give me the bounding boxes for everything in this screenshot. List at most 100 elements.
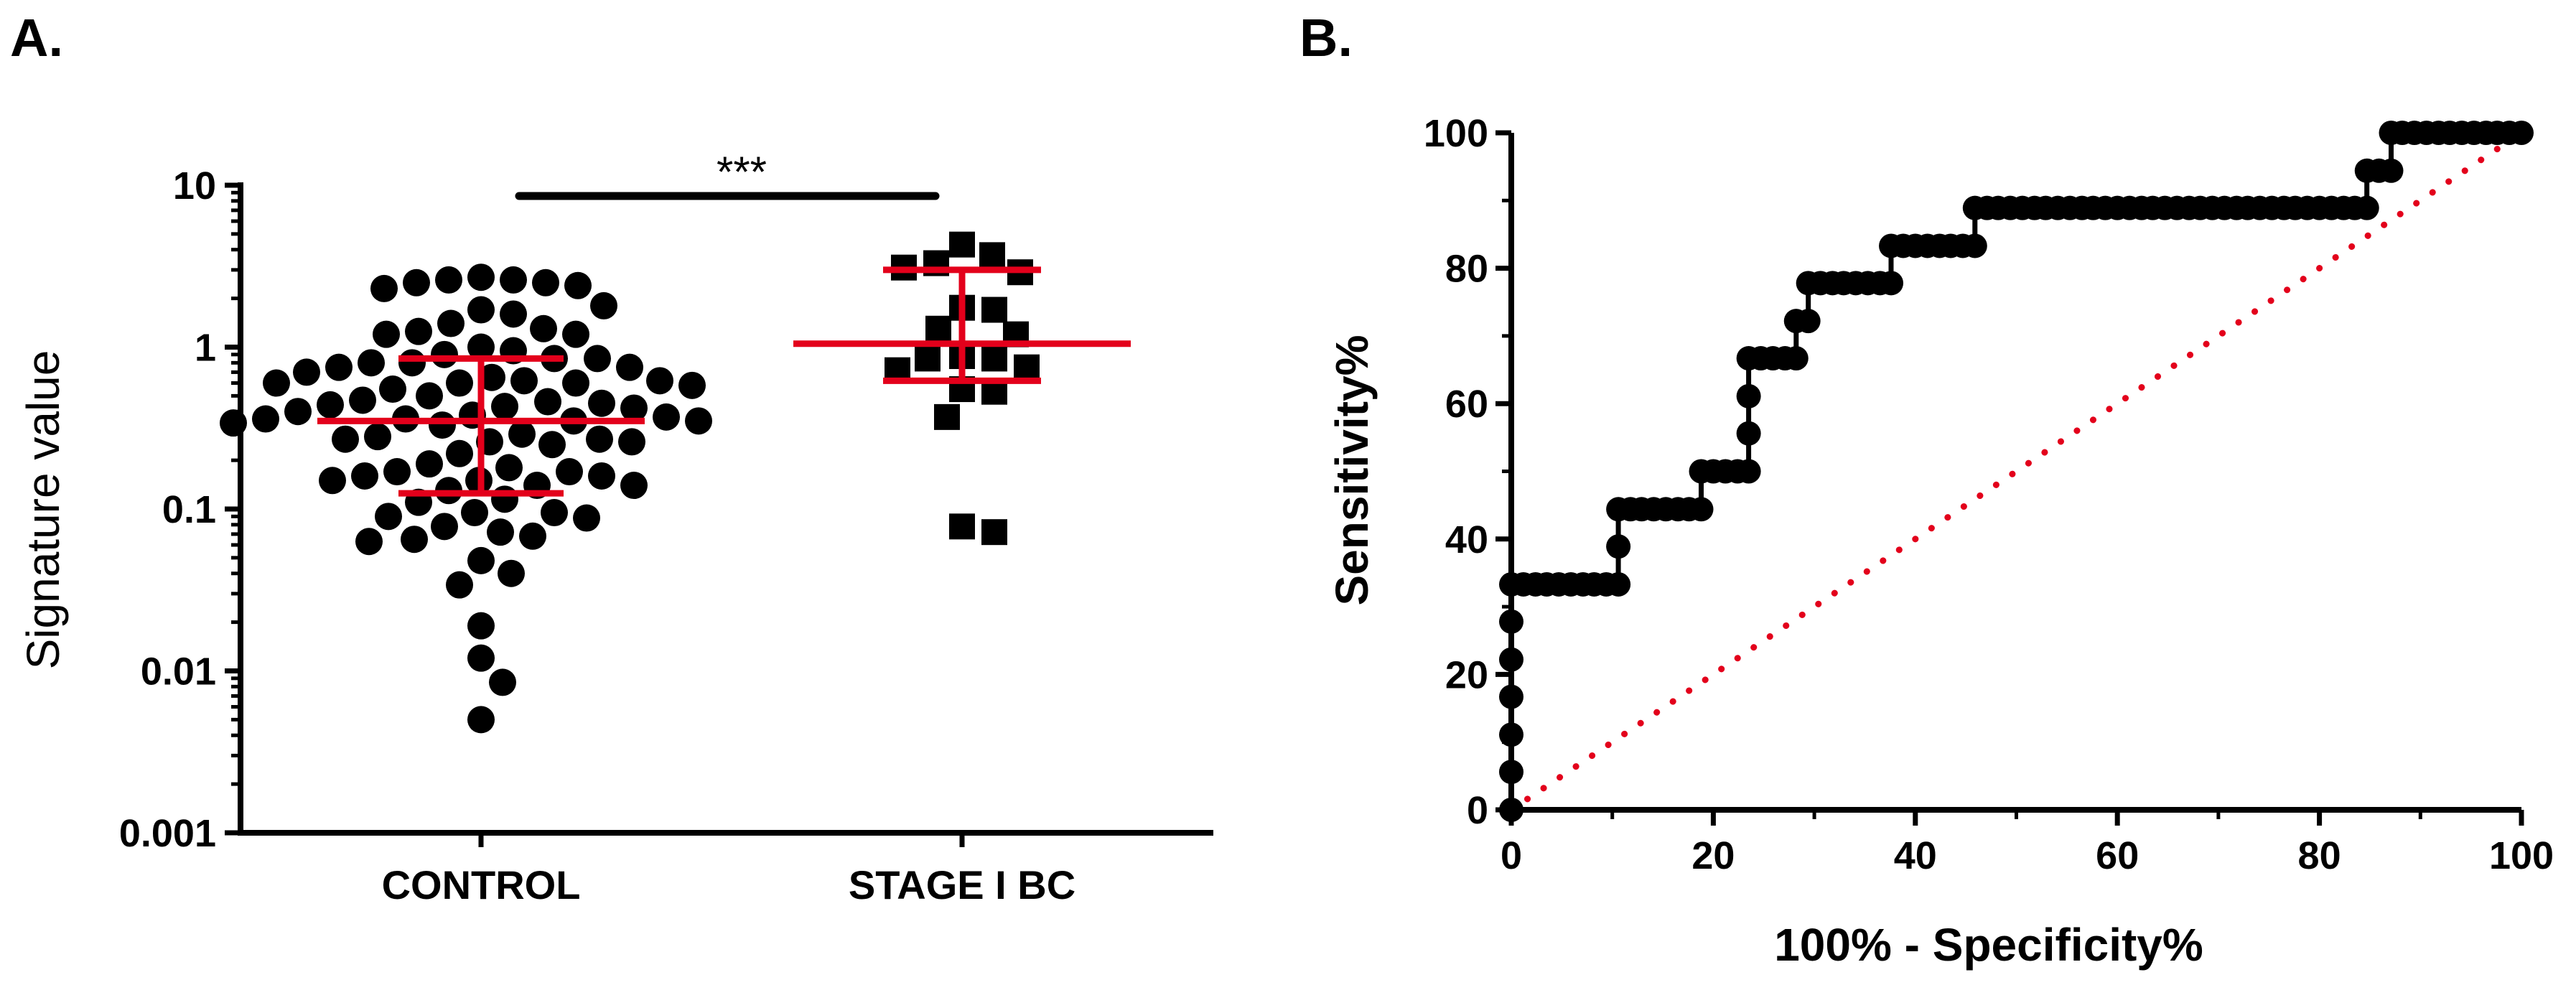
panel-a-y-axis-title: Signature value xyxy=(17,350,69,670)
y-tick-label: 0.01 xyxy=(141,650,216,694)
x-tick-label: 0 xyxy=(1501,834,1522,877)
roc-point xyxy=(1689,497,1714,522)
roc-point xyxy=(1499,798,1523,822)
control-point xyxy=(431,513,458,541)
panel-b-roc-curve xyxy=(1499,121,2534,822)
x-tick-label: 60 xyxy=(2096,834,2139,877)
roc-point xyxy=(1796,309,1821,334)
control-point xyxy=(491,393,518,421)
control-point xyxy=(495,454,523,482)
roc-point xyxy=(1499,722,1523,747)
reference-dotted-line xyxy=(1508,129,2525,813)
control-point xyxy=(500,266,527,294)
control-point xyxy=(510,367,538,395)
control-point xyxy=(478,363,505,391)
control-point xyxy=(220,409,247,437)
roc-point xyxy=(1499,647,1523,672)
control-point xyxy=(364,423,391,451)
control-point xyxy=(491,485,518,513)
roc-point xyxy=(1736,421,1761,446)
control-point xyxy=(284,398,312,426)
control-point xyxy=(446,439,473,467)
control-point xyxy=(293,358,320,386)
control-point xyxy=(379,375,406,403)
control-point xyxy=(556,458,583,486)
control-point xyxy=(467,296,495,324)
x-tick-label: 80 xyxy=(2298,834,2341,877)
control-point xyxy=(590,291,617,319)
control-point xyxy=(401,526,428,554)
control-point xyxy=(588,389,615,417)
roc-point xyxy=(1736,383,1761,409)
y-tick-label: 0 xyxy=(1467,789,1488,832)
control-point xyxy=(530,314,557,342)
control-point xyxy=(616,353,643,381)
control-point xyxy=(431,340,458,368)
control-point xyxy=(437,309,465,337)
panel-b-x-axis-title: 100% - Specificity% xyxy=(1774,919,2203,971)
control-point xyxy=(467,263,495,291)
control-point xyxy=(588,462,615,490)
panel-a-y-tick-labels: 10 1 0.1 0.01 0.001 xyxy=(119,164,216,855)
y-tick-label: 100 xyxy=(1424,112,1488,155)
y-tick-label: 10 xyxy=(173,164,216,207)
control-point xyxy=(325,353,353,381)
panel-a-significance: *** xyxy=(515,148,940,200)
control-point xyxy=(355,528,383,556)
panel-b: B. Sensitivity% 100% - Specificity% 0 20 4… xyxy=(1299,8,2554,971)
stage-i-bc-point xyxy=(949,231,975,258)
x-tick-label: 20 xyxy=(1691,834,1735,877)
control-point xyxy=(573,504,600,532)
stage-i-bc-point xyxy=(1014,354,1040,381)
control-point xyxy=(541,499,568,527)
panel-a-data-points xyxy=(220,231,1040,734)
control-point xyxy=(467,644,495,672)
control-point xyxy=(383,458,411,486)
control-point xyxy=(653,403,680,431)
y-tick-label: 20 xyxy=(1445,653,1488,696)
control-point xyxy=(375,503,402,531)
control-point xyxy=(263,369,290,397)
control-point xyxy=(319,467,346,495)
y-tick-label: 0.001 xyxy=(119,812,216,855)
x-category-label: CONTROL xyxy=(382,862,581,907)
stage-i-bc-point xyxy=(934,403,960,430)
y-tick-label: 1 xyxy=(195,327,216,370)
control-point xyxy=(370,274,398,302)
y-tick-label: 60 xyxy=(1445,383,1488,426)
control-point xyxy=(467,612,495,640)
panel-a: A. Signature value 10 1 0.1 0.01 0.001 *** C… xyxy=(10,8,1213,907)
control-point xyxy=(429,411,456,439)
control-point xyxy=(562,320,589,348)
control-point xyxy=(461,499,488,527)
roc-point xyxy=(2509,121,2534,145)
control-point xyxy=(618,428,645,456)
control-point xyxy=(349,386,376,414)
control-point xyxy=(519,522,546,550)
control-point xyxy=(508,420,536,448)
significance-label: *** xyxy=(717,148,767,196)
roc-point xyxy=(1499,609,1523,634)
stage-i-bc-point xyxy=(925,315,951,342)
control-point xyxy=(398,349,426,377)
control-point xyxy=(586,425,613,453)
roc-point xyxy=(1783,346,1809,371)
panel-a-median-iqr xyxy=(317,266,1131,497)
control-point xyxy=(685,407,712,435)
control-point xyxy=(498,559,525,587)
control-point xyxy=(678,371,706,399)
control-point xyxy=(620,394,648,422)
control-point xyxy=(620,472,648,500)
control-point xyxy=(416,450,443,478)
x-category-label: STAGE I BC xyxy=(849,862,1075,907)
stage-i-bc-point xyxy=(981,519,1007,546)
roc-point xyxy=(1606,534,1631,559)
roc-point xyxy=(1962,233,1987,258)
panel-a-category-labels: CONTROL STAGE I BC xyxy=(382,862,1076,907)
control-point xyxy=(467,333,495,361)
roc-point xyxy=(2379,158,2404,183)
control-point xyxy=(416,382,443,410)
roc-point xyxy=(1499,760,1523,785)
y-tick-label: 40 xyxy=(1445,518,1488,561)
